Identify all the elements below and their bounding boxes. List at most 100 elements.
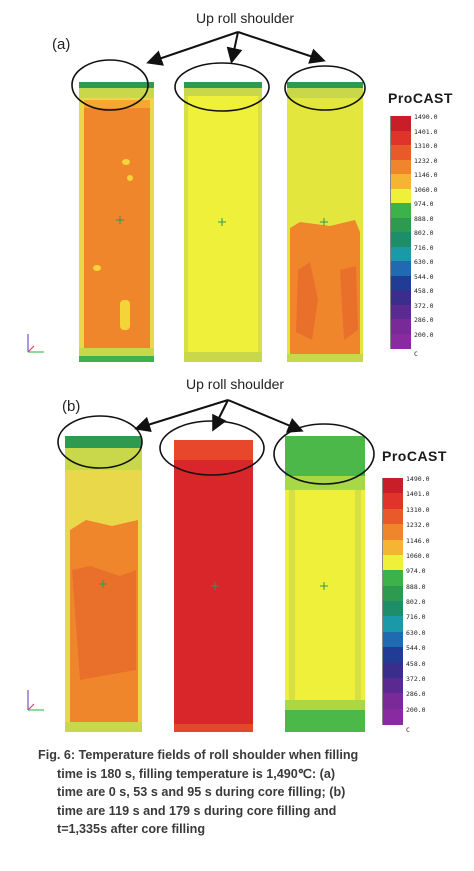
caption-line: Fig. 6: Temperature fields of roll shoul… — [38, 748, 359, 762]
legend-value: 1401.0 — [406, 490, 430, 499]
legend-swatch — [390, 159, 411, 175]
legend-swatch — [382, 708, 403, 725]
panel-a: Up roll shoulder (a) — [0, 0, 474, 380]
callout-label: Up roll shoulder — [196, 10, 295, 26]
legend-value: 1490.0 — [414, 113, 438, 121]
legend-value: 1146.0 — [406, 536, 430, 545]
legend-swatch — [382, 662, 403, 679]
legend-swatch — [390, 261, 411, 276]
caption-line: t=1,335s after core filling — [57, 822, 206, 836]
legend-value: 1232.0 — [406, 521, 430, 530]
procast-logo: ProCAST — [382, 448, 447, 464]
legend-value: 458.0 — [414, 287, 434, 295]
legend-value: 1310.0 — [414, 142, 438, 150]
caption-line: time are 0 s, 53 s and 95 s during core … — [57, 785, 346, 799]
legend-swatch — [390, 319, 411, 334]
roll-column-b2 — [174, 440, 253, 732]
legend-swatch — [390, 232, 411, 247]
legend-value: 544.0 — [406, 644, 426, 653]
color-legend: 1490.0 1401.0 1310.0 1232.0 1146.0 1060.0 974.… — [382, 475, 429, 734]
legend-swatch — [390, 203, 411, 218]
legend-swatch — [382, 508, 403, 525]
axis-icon — [27, 334, 44, 353]
legend-value: 458.0 — [406, 659, 426, 668]
shoulder-highlight — [284, 65, 366, 111]
legend-swatch — [382, 693, 403, 710]
roll-column-a2 — [184, 82, 262, 362]
legend-value: 1060.0 — [414, 185, 438, 194]
legend-swatch — [390, 130, 411, 146]
figure-caption: Fig. 6: Temperature fields of roll shoul… — [38, 746, 468, 839]
legend-swatch — [390, 217, 411, 233]
callout-label: Up roll shoulder — [186, 376, 285, 392]
legend-value: 1310.0 — [406, 505, 430, 514]
panel-tag: (a) — [52, 36, 71, 53]
callout-arrow — [212, 399, 229, 432]
roll-column-a3 — [287, 82, 363, 362]
legend-swatch — [390, 246, 411, 262]
legend-value: 1146.0 — [414, 171, 438, 179]
legend-value: 802.0 — [406, 598, 426, 606]
caption-line: time are 119 s and 179 s during core fil… — [57, 803, 337, 818]
callout-arrow — [227, 399, 304, 433]
legend-value: 1490.0 — [406, 475, 430, 483]
legend-value: 802.0 — [414, 229, 434, 237]
legend-value: 630.0 — [406, 628, 426, 637]
legend-value: 630.0 — [414, 258, 434, 266]
legend-value: 544.0 — [414, 272, 434, 281]
legend-swatch — [382, 647, 403, 663]
caption-line: time is 180 s, filling temperature is 1,… — [57, 766, 336, 781]
panel-tag: (b) — [62, 398, 81, 415]
legend-swatch — [390, 290, 411, 305]
legend-value: 888.0 — [406, 582, 426, 591]
callout-arrow — [146, 31, 239, 66]
shoulder-highlight — [57, 415, 143, 469]
legend-value: 372.0 — [414, 301, 434, 310]
legend-swatch — [390, 304, 411, 320]
legend-swatch — [382, 616, 403, 633]
legend-value: 1232.0 — [414, 156, 438, 165]
legend-swatch — [382, 677, 403, 694]
legend-value: 286.0 — [406, 690, 426, 699]
legend-swatch — [382, 631, 403, 648]
legend-value: 1060.0 — [406, 551, 430, 560]
shoulder-highlight — [71, 59, 149, 111]
legend-value: 200.0 — [406, 705, 426, 714]
callout-arrow — [226, 31, 243, 64]
legend-value: 974.0 — [414, 200, 434, 208]
shoulder-highlight — [273, 423, 375, 485]
roll-column-b1 — [65, 436, 142, 732]
legend-swatch — [390, 145, 411, 160]
roll-column-a1 — [79, 82, 154, 362]
legend-swatch — [382, 601, 403, 617]
shoulder-highlight — [174, 62, 270, 112]
legend-value: 372.0 — [406, 674, 426, 683]
callout-arrow — [134, 399, 229, 433]
color-legend: 1490.0 1401.0 1310.0 1232.0 1146.0 1060.0 974.… — [390, 113, 437, 358]
legend-swatch — [382, 478, 403, 494]
legend-swatch — [382, 493, 403, 510]
legend-swatch — [390, 174, 411, 189]
legend-swatch — [382, 539, 403, 556]
legend-swatch — [390, 188, 411, 204]
legend-swatch — [390, 333, 411, 349]
legend-swatch — [382, 585, 403, 602]
legend-value: 286.0 — [414, 316, 434, 324]
legend-value: 200.0 — [414, 330, 434, 339]
roll-column-b3 — [285, 436, 365, 732]
shoulder-highlight — [159, 420, 265, 476]
procast-logo: ProCAST — [388, 90, 453, 106]
callout-arrow — [237, 31, 326, 64]
legend-unit: C — [414, 350, 418, 358]
legend-unit: C — [406, 726, 410, 734]
legend-swatch — [382, 524, 403, 540]
panel-b: Up roll shoulder (b) — [0, 370, 474, 740]
legend-value: 974.0 — [406, 567, 426, 576]
legend-swatch — [382, 570, 403, 587]
legend-value: 716.0 — [414, 243, 434, 252]
legend-value: 888.0 — [414, 214, 434, 223]
axis-icon — [27, 690, 44, 711]
legend-swatch — [390, 275, 411, 291]
legend-swatch — [382, 554, 403, 571]
panel-b-figure — [57, 399, 375, 732]
